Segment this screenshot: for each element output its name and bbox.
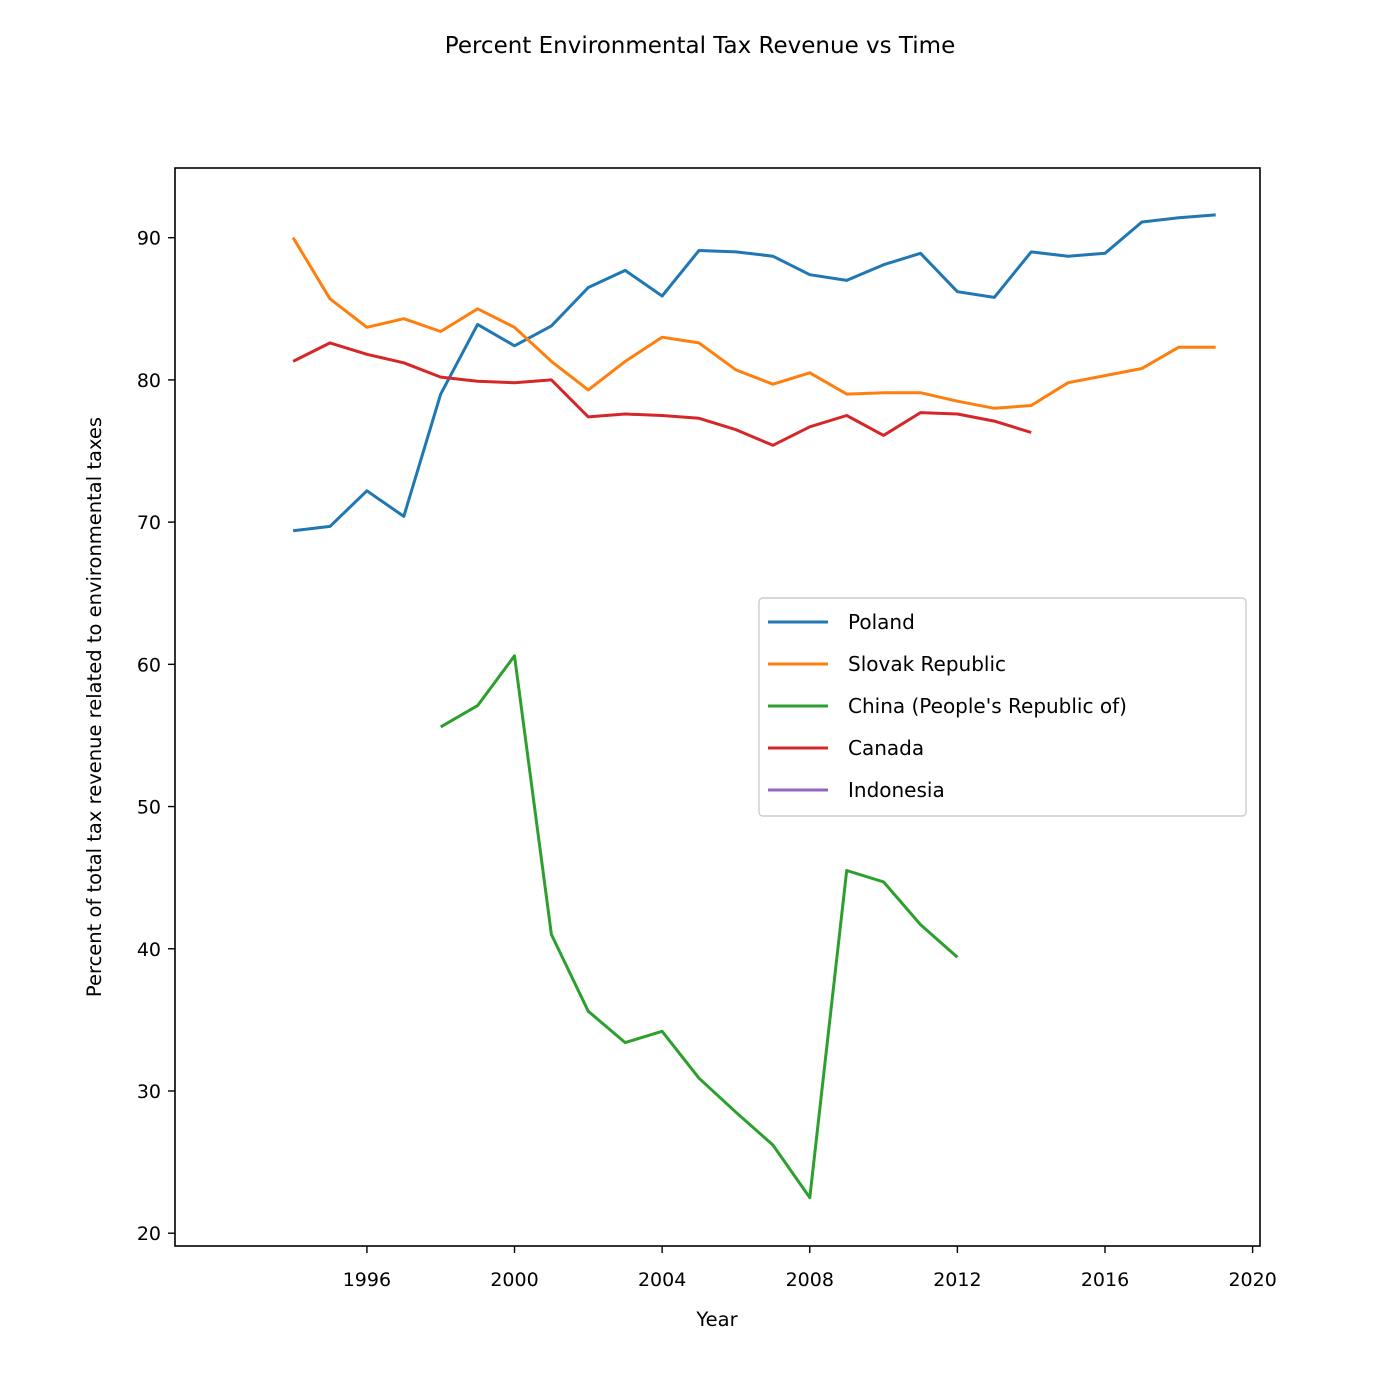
x-tick-label: 2020 bbox=[1228, 1269, 1276, 1291]
plot-area bbox=[291, 213, 1216, 1200]
y-tick-label: 80 bbox=[137, 370, 161, 392]
series-line-slovak-republic bbox=[291, 236, 1216, 410]
legend: Poland Slovak Republic China (People's Rep… bbox=[758, 597, 1247, 817]
x-axis-label: Year bbox=[695, 1308, 738, 1331]
axes-frame bbox=[174, 167, 1261, 1247]
chart-title: Percent Environmental Tax Revenue vs Tim… bbox=[445, 33, 955, 59]
x-tick-label: 1996 bbox=[343, 1269, 391, 1291]
legend-label: Poland bbox=[848, 610, 915, 634]
series-line-poland bbox=[292, 213, 1216, 533]
x-tick-label: 2012 bbox=[933, 1269, 981, 1291]
y-tick-label: 30 bbox=[137, 1081, 161, 1103]
y-tick-label: 20 bbox=[137, 1223, 161, 1245]
y-tick-label: 40 bbox=[137, 939, 161, 961]
axes-ticks: 1996 2000 2004 2008 2012 2016 2020203040506070… bbox=[137, 228, 1277, 1291]
x-tick-label: 2004 bbox=[638, 1269, 686, 1291]
y-tick-label: 70 bbox=[137, 512, 161, 534]
series-line-china-people-s-republic-of bbox=[439, 654, 959, 1200]
legend-label: Canada bbox=[848, 736, 924, 760]
legend-label: Indonesia bbox=[848, 778, 945, 802]
y-axis-label: Percent of total tax revenue related to … bbox=[83, 417, 106, 997]
x-tick-label: 2008 bbox=[786, 1269, 834, 1291]
series-line-canada bbox=[292, 341, 1032, 447]
legend-label: China (People's Republic of) bbox=[848, 694, 1127, 718]
y-tick-label: 50 bbox=[137, 797, 161, 819]
legend-box bbox=[758, 597, 1247, 817]
y-tick-label: 60 bbox=[137, 654, 161, 676]
legend-label: Slovak Republic bbox=[848, 652, 1006, 676]
x-tick-label: 2016 bbox=[1081, 1269, 1129, 1291]
x-tick-label: 2000 bbox=[490, 1269, 538, 1291]
y-tick-label: 90 bbox=[137, 228, 161, 250]
